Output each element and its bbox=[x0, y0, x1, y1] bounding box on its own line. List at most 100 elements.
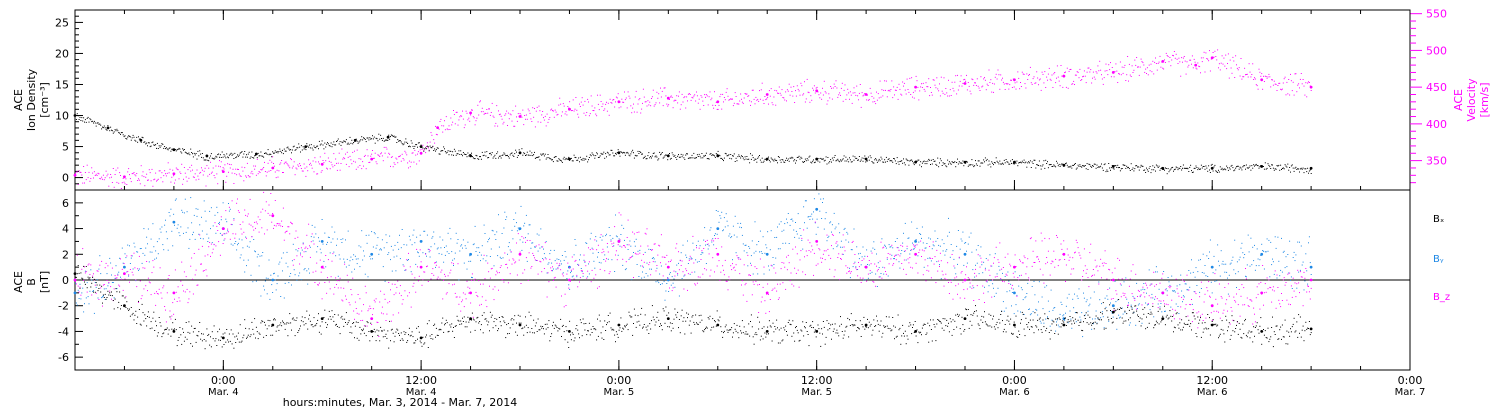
density-series-sample bbox=[171, 148, 173, 150]
density-series-sample bbox=[503, 152, 505, 154]
bz-series-sample bbox=[447, 275, 449, 277]
velocity-series-sample bbox=[525, 118, 526, 120]
by-series-sample bbox=[1242, 252, 1244, 254]
by-series-sample bbox=[1256, 248, 1258, 250]
velocity-series-sample bbox=[376, 163, 378, 165]
density-series-sample bbox=[297, 147, 299, 149]
by-series-sample bbox=[603, 259, 605, 260]
bz-series-sample bbox=[265, 201, 267, 203]
velocity-series-sample bbox=[698, 98, 700, 100]
density-series-sample bbox=[484, 151, 486, 153]
bz-series-sample bbox=[315, 270, 317, 272]
by-series-sample bbox=[944, 254, 946, 256]
density-series-sample bbox=[720, 157, 722, 159]
by-series-sample bbox=[81, 292, 83, 294]
velocity-series-sample bbox=[513, 125, 515, 127]
density-series-sample bbox=[770, 157, 772, 159]
density-series-sample bbox=[138, 136, 139, 138]
density-series-sample bbox=[783, 161, 785, 163]
by-series-sample bbox=[994, 253, 996, 255]
bz-series-sample bbox=[75, 283, 77, 285]
density-series-sample bbox=[150, 145, 152, 147]
by-series-sample bbox=[401, 229, 403, 230]
velocity-series-sample bbox=[761, 82, 763, 84]
velocity-series-sample bbox=[696, 95, 698, 97]
velocity-series-point bbox=[518, 115, 522, 118]
density-series-sample bbox=[160, 145, 162, 147]
velocity-series-sample bbox=[1109, 69, 1111, 71]
velocity-series-sample bbox=[171, 176, 173, 178]
by-series-sample bbox=[1263, 268, 1265, 270]
by-series-sample bbox=[971, 251, 973, 253]
velocity-series-sample bbox=[89, 180, 91, 182]
density-series-sample bbox=[428, 150, 430, 152]
velocity-series-sample bbox=[421, 148, 423, 150]
by-series-sample bbox=[246, 265, 247, 267]
density-series-sample bbox=[660, 154, 661, 156]
velocity-series-sample bbox=[872, 101, 874, 103]
velocity-series-sample bbox=[335, 158, 337, 160]
by-series-sample bbox=[952, 250, 954, 252]
velocity-series-sample bbox=[278, 170, 280, 172]
density-series-sample bbox=[385, 139, 387, 141]
velocity-series-sample bbox=[264, 161, 265, 163]
bz-series-sample bbox=[411, 273, 413, 275]
bz-series-sample bbox=[574, 260, 576, 262]
bz-series-sample bbox=[517, 233, 519, 235]
density-series-sample bbox=[1151, 169, 1153, 171]
density-series-sample bbox=[538, 156, 540, 158]
by-series-sample bbox=[1268, 239, 1270, 241]
density-series-sample bbox=[609, 154, 611, 156]
by-series-sample bbox=[1139, 296, 1141, 298]
bz-series-sample bbox=[264, 233, 265, 235]
bz-series-sample bbox=[192, 278, 193, 280]
velocity-series-sample bbox=[561, 111, 563, 113]
density-series-sample bbox=[597, 157, 599, 158]
density-series-sample bbox=[653, 152, 655, 154]
by-series-sample bbox=[385, 234, 387, 236]
velocity-series-sample bbox=[430, 132, 432, 134]
bz-series-sample bbox=[218, 241, 220, 243]
velocity-series-sample bbox=[363, 156, 365, 157]
velocity-series-sample bbox=[720, 93, 722, 95]
by-series-sample bbox=[637, 250, 639, 252]
bz-series-sample bbox=[606, 258, 607, 260]
velocity-series-sample bbox=[411, 152, 413, 154]
bz-series-sample bbox=[605, 260, 607, 262]
density-series-sample bbox=[1257, 165, 1259, 167]
by-series-sample bbox=[957, 230, 959, 231]
velocity-series-sample bbox=[420, 151, 422, 153]
velocity-series-sample bbox=[885, 80, 887, 82]
density-series-sample bbox=[257, 152, 259, 154]
density-series-sample bbox=[134, 139, 136, 141]
density-series-sample bbox=[221, 151, 223, 153]
bz-series-sample bbox=[318, 284, 319, 286]
density-series-sample bbox=[429, 145, 431, 147]
density-series-sample bbox=[744, 156, 746, 158]
velocity-series-sample bbox=[1183, 56, 1185, 57]
density-series-sample bbox=[778, 156, 780, 158]
density-series-sample bbox=[565, 157, 567, 159]
density-series-sample bbox=[937, 157, 939, 159]
bz-series-sample bbox=[202, 270, 204, 272]
by-series-sample bbox=[938, 244, 940, 246]
velocity-series-sample bbox=[1236, 64, 1237, 66]
velocity-series-sample bbox=[242, 170, 244, 172]
bz-series-sample bbox=[397, 280, 399, 282]
density-series-sample bbox=[412, 145, 414, 147]
by-series-sample bbox=[554, 260, 556, 262]
velocity-series-sample bbox=[680, 104, 682, 106]
by-series-sample bbox=[919, 233, 921, 234]
velocity-series-sample bbox=[1254, 78, 1256, 80]
by-series-sample bbox=[363, 255, 365, 257]
velocity-series-sample bbox=[585, 114, 587, 116]
density-series-sample bbox=[415, 144, 417, 146]
by-series-sample bbox=[359, 266, 361, 268]
by-series-point bbox=[914, 240, 917, 243]
velocity-series-sample bbox=[157, 178, 159, 180]
velocity-series-sample bbox=[509, 113, 511, 115]
bz-series-sample bbox=[148, 281, 150, 283]
bz-series-sample bbox=[165, 309, 166, 311]
by-series-sample bbox=[792, 220, 794, 222]
density-series-sample bbox=[750, 153, 751, 155]
